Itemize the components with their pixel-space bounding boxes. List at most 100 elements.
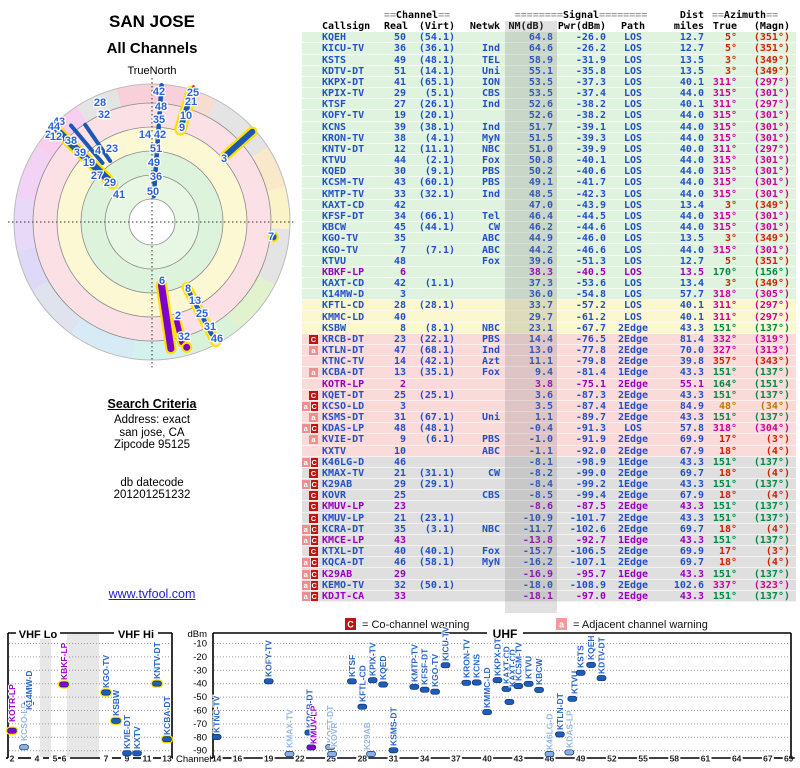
channel-tick-label: 61 [701, 754, 711, 764]
co-channel-legend-badge [345, 618, 356, 630]
cell-real: 46 [393, 456, 406, 468]
cell-magn-azimuth: (297°) [753, 99, 790, 111]
cell-callsign: KQEH [322, 32, 347, 44]
cell-miles: 44.0 [679, 155, 704, 167]
cell-path: LOS [623, 76, 643, 88]
cell-virt: (54.1) [418, 32, 455, 44]
cell-virt: (66.1) [418, 211, 455, 222]
radar-channel-label: 42 [154, 129, 166, 141]
cell-miles: 44.0 [679, 222, 704, 234]
radar-dot [183, 343, 191, 351]
cell-true-azimuth: 311° [712, 311, 737, 323]
cell-nm: 29.7 [528, 311, 553, 323]
cell-netwk: CW [487, 222, 500, 234]
cell-real: 44 [393, 155, 406, 167]
warning-markers: C [302, 334, 320, 344]
cell-path: 2Edge [617, 345, 649, 357]
cell-callsign: KTVU [322, 155, 347, 167]
cell-real: 3 [399, 289, 406, 301]
dbm-tick-label: -50 [193, 692, 207, 703]
cell-real: 28 [393, 300, 406, 312]
table-row: C KRCB-DT 23 (22.1) PBS 14.4 -76.5 2Edge 81.4 332… [302, 333, 796, 345]
table-row: KTNC-TV 14 (42.1) Azt 11.1 -79.8 2Edge 39.8 357°… [302, 356, 796, 368]
cell-virt: (4.1) [424, 132, 455, 144]
table-header-groups: ==Channel== ========Signal======== Dist … [302, 10, 796, 21]
cell-magn-azimuth: (301°) [753, 166, 790, 178]
radar-channel-label: 10 [180, 110, 192, 122]
cell-real: 46 [393, 557, 406, 569]
tvfool-link[interactable]: www.tvfool.com [108, 587, 196, 601]
dbm-tick-label: -20 [193, 652, 207, 663]
cell-real: 10 [393, 445, 406, 457]
station-label: KPIX-TV [368, 642, 378, 676]
cell-pwr: -106.5 [569, 546, 606, 558]
cell-real: 34 [393, 211, 406, 222]
header-azimuth-group: ==Azimuth== [711, 10, 779, 21]
tvfool-link-wrap: www.tvfool.com [2, 587, 302, 601]
cell-callsign: KQED [322, 166, 347, 178]
station-bar [440, 662, 451, 669]
cell-callsign: K29AB [322, 568, 353, 580]
cell-path: LOS [623, 266, 643, 278]
cell-magn-azimuth: (137°) [753, 534, 790, 546]
cell-magn-azimuth: (3°) [765, 546, 790, 558]
col-magn: (Magn) [753, 21, 790, 33]
cell-miles: 39.8 [679, 356, 704, 368]
radar-channel-label: 7 [268, 231, 274, 243]
cell-nm: -8.4 [528, 479, 553, 491]
cell-miles: 69.9 [679, 546, 704, 558]
cell-path: LOS [623, 54, 643, 66]
station-label: KCNS [472, 654, 482, 678]
channel-tick-label: 6 [62, 754, 67, 764]
co-channel-warning-badge: C [310, 569, 318, 579]
cell-true-azimuth: 151° [712, 568, 737, 580]
cell-callsign: KVIE-DT [322, 434, 365, 446]
station-label: KRCB-DT [304, 688, 314, 728]
cell-callsign: K14MW-D [322, 289, 365, 301]
cell-nm: 51.0 [528, 143, 553, 155]
cell-magn-azimuth: (151°) [753, 378, 790, 390]
cell-callsign: KMTP-TV [322, 188, 365, 200]
page-title: SAN JOSE [109, 12, 195, 31]
cell-virt: (20.1) [418, 110, 455, 122]
cell-miles: 44.0 [679, 132, 704, 144]
cell-miles: 13.5 [679, 266, 704, 278]
cell-callsign: KCSM-TV [322, 177, 365, 189]
cell-miles: 40.1 [679, 311, 704, 323]
radar-bar [158, 281, 175, 353]
cell-callsign: KKPX-DT [322, 76, 365, 88]
cell-callsign: KSTS [322, 54, 347, 66]
cell-path: 2Edge [617, 501, 649, 513]
cell-pwr: -75.1 [575, 378, 606, 390]
cell-true-azimuth: 315° [712, 121, 737, 133]
cell-nm: -8.6 [528, 501, 553, 513]
table-row: a KSMS-DT 31 (67.1) Uni 1.1 -89.7 2Edge 43.3 151°… [302, 412, 796, 424]
channel-tick-label: 49 [576, 754, 586, 764]
cell-path: LOS [623, 65, 643, 77]
channel-tick-label: 4 [35, 754, 40, 764]
cell-nm: -16.2 [522, 557, 553, 569]
cell-miles: 69.9 [679, 434, 704, 446]
table-header-row: Callsign Real (Virt) Netwk NM(dB) Pwr(dB… [302, 21, 796, 32]
station-label: KTSF [347, 655, 357, 677]
cell-netwk: MyN [481, 132, 500, 144]
cell-virt: (23.1) [418, 512, 455, 524]
cell-path: LOS [623, 43, 643, 55]
channel-tick-label: 31 [389, 754, 399, 764]
cell-callsign: KOTR-LP [322, 378, 365, 390]
cell-magn-azimuth: (349°) [753, 65, 790, 77]
cell-true-azimuth: 327° [712, 345, 737, 357]
cell-pwr: -99.0 [575, 467, 606, 479]
cell-miles: 40.1 [679, 76, 704, 88]
cell-netwk: CBS [481, 88, 500, 100]
station-bar [471, 679, 482, 686]
cell-virt: (36.1) [418, 43, 455, 55]
cell-netwk: Uni [481, 65, 500, 77]
dbm-tick-label: -60 [193, 706, 207, 717]
radar-channel-label: 50 [147, 186, 159, 198]
cell-true-azimuth: 3° [724, 54, 737, 66]
cell-miles: 67.9 [679, 445, 704, 457]
station-bar [19, 744, 29, 751]
cell-real: 19 [393, 110, 406, 122]
